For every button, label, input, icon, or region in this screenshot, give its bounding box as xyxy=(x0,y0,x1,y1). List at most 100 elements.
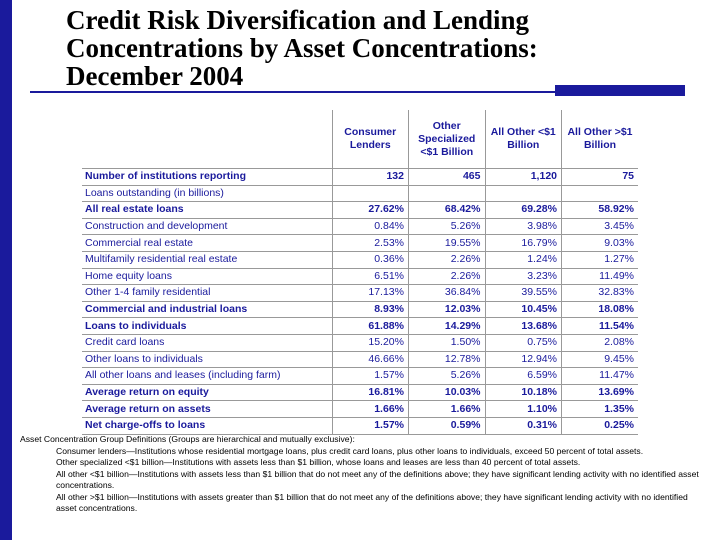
table-cell: 12.78% xyxy=(408,351,485,368)
table-row: Construction and development 0.84% 5.26%… xyxy=(82,218,638,235)
title-line-3: December 2004 xyxy=(66,61,244,91)
title-line-2: Concentrations by Asset Concentrations: xyxy=(66,33,538,63)
table-cell: 16.81% xyxy=(331,384,409,401)
table-cell xyxy=(331,185,409,202)
table-cell: 18.08% xyxy=(561,301,638,318)
table-cell: 1.66% xyxy=(331,400,409,418)
table-cell: 0.59% xyxy=(408,417,485,434)
slide-title: Credit Risk Diversification and Lending … xyxy=(66,6,706,90)
table-cell: 13.69% xyxy=(561,384,638,401)
table-cell: 0.84% xyxy=(331,218,409,235)
column-header: Other Specialized <$1 Billion xyxy=(408,110,485,169)
table-cell: 3.23% xyxy=(484,268,562,285)
row-label: Average return on equity xyxy=(85,386,209,399)
table-cell: 1,120 xyxy=(484,168,562,186)
table-row: Average return on equity 16.81% 10.03% 1… xyxy=(82,384,638,401)
table-row: Loans to individuals 61.88% 14.29% 13.68… xyxy=(82,317,638,335)
table-row: Multifamily residential real estate 0.36… xyxy=(82,251,638,269)
table-row: All other loans and leases (including fa… xyxy=(82,367,638,385)
definitions-heading: Asset Concentration Group Definitions (G… xyxy=(20,434,355,444)
table-cell: 17.13% xyxy=(331,284,409,302)
table-cell: 6.51% xyxy=(331,268,409,285)
table-cell: 1.66% xyxy=(408,400,485,418)
table-cell: 8.93% xyxy=(331,301,409,318)
table-cell: 15.20% xyxy=(331,334,409,352)
table-row: Average return on assets 1.66% 1.66% 1.1… xyxy=(82,400,638,418)
title-underline-accent xyxy=(555,85,685,96)
table-cell: 13.68% xyxy=(484,317,562,335)
table-cell: 61.88% xyxy=(331,317,409,335)
row-label: Multifamily residential real estate xyxy=(85,253,238,266)
table-cell: 11.49% xyxy=(561,268,638,285)
table-cell: 10.45% xyxy=(484,301,562,318)
table-row: Other 1-4 family residential 17.13% 36.8… xyxy=(82,284,638,302)
table-row: Loans outstanding (in billions) xyxy=(82,185,638,202)
left-accent-bar xyxy=(0,0,12,540)
table-cell xyxy=(408,185,485,202)
table-cell: 12.03% xyxy=(408,301,485,318)
row-label: Other 1-4 family residential xyxy=(85,286,211,299)
table-cell: 75 xyxy=(561,168,638,186)
table-row: Commercial real estate 2.53% 19.55% 16.7… xyxy=(82,234,638,252)
table-cell: 39.55% xyxy=(484,284,562,302)
table-cell: 19.55% xyxy=(408,234,485,252)
table-cell: 2.53% xyxy=(331,234,409,252)
table-cell: 1.35% xyxy=(561,400,638,418)
title-underline xyxy=(30,91,555,93)
table-cell: 5.26% xyxy=(408,367,485,385)
table-cell: 10.18% xyxy=(484,384,562,401)
table-cell: 3.98% xyxy=(484,218,562,235)
row-label: Commercial real estate xyxy=(85,236,193,249)
table-cell: 1.10% xyxy=(484,400,562,418)
asset-concentration-table: Consumer Lenders Other Specialized <$1 B… xyxy=(82,110,638,435)
table-header-blank xyxy=(82,110,332,169)
table-cell: 2.26% xyxy=(408,251,485,269)
row-label: All other loans and leases (including fa… xyxy=(85,369,281,382)
table-row: Credit card loans 15.20% 1.50% 0.75% 2.0… xyxy=(82,334,638,352)
table-cell: 1.24% xyxy=(484,251,562,269)
definition-item: Other specialized <$1 billion—Institutio… xyxy=(56,457,581,467)
table-cell: 1.57% xyxy=(331,367,409,385)
table-cell: 36.84% xyxy=(408,284,485,302)
table-cell: 1.50% xyxy=(408,334,485,352)
row-label: Net charge-offs to loans xyxy=(85,419,206,432)
table-cell: 14.29% xyxy=(408,317,485,335)
row-label: Commercial and industrial loans xyxy=(85,303,248,316)
row-label: Home equity loans xyxy=(85,269,172,282)
table-cell: 27.62% xyxy=(331,201,409,219)
table-cell: 6.59% xyxy=(484,367,562,385)
table-cell xyxy=(561,185,638,202)
table-cell: 11.47% xyxy=(561,367,638,385)
table-cell: 0.25% xyxy=(561,417,638,434)
table-cell: 10.03% xyxy=(408,384,485,401)
definitions-block: Asset Concentration Group Definitions (G… xyxy=(20,434,700,515)
table-cell: 9.45% xyxy=(561,351,638,368)
row-label: All real estate loans xyxy=(85,203,184,216)
definition-item: Consumer lenders—Institutions whose resi… xyxy=(56,445,644,456)
table-cell: 11.54% xyxy=(561,317,638,335)
table-cell: 465 xyxy=(408,168,485,186)
row-label: Credit card loans xyxy=(85,336,165,349)
table-cell: 46.66% xyxy=(331,351,409,368)
table-cell: 58.92% xyxy=(561,201,638,219)
column-header: All Other >$1 Billion xyxy=(561,110,638,169)
table-cell: 5.26% xyxy=(408,218,485,235)
column-header: All Other <$1 Billion xyxy=(484,110,562,169)
definition-item: All other <$1 billion—Institutions with … xyxy=(56,468,699,491)
table-cell: 16.79% xyxy=(484,234,562,252)
table-cell: 32.83% xyxy=(561,284,638,302)
table-cell: 2.08% xyxy=(561,334,638,352)
table-cell: 9.03% xyxy=(561,234,638,252)
table-cell: 0.31% xyxy=(484,417,562,434)
table-cell: 3.45% xyxy=(561,218,638,235)
table-row: Home equity loans 6.51% 2.26% 3.23% 11.4… xyxy=(82,268,638,285)
title-line-1: Credit Risk Diversification and Lending xyxy=(66,5,530,35)
table-cell: 1.27% xyxy=(561,251,638,269)
table-row: Other loans to individuals 46.66% 12.78%… xyxy=(82,351,638,368)
row-label: Loans to individuals xyxy=(85,319,187,332)
table-cell: 2.26% xyxy=(408,268,485,285)
row-label: Average return on assets xyxy=(85,402,211,415)
table-row: Net charge-offs to loans 1.57% 0.59% 0.3… xyxy=(82,417,638,434)
table-cell: 0.36% xyxy=(331,251,409,269)
table-cell: 69.28% xyxy=(484,201,562,219)
